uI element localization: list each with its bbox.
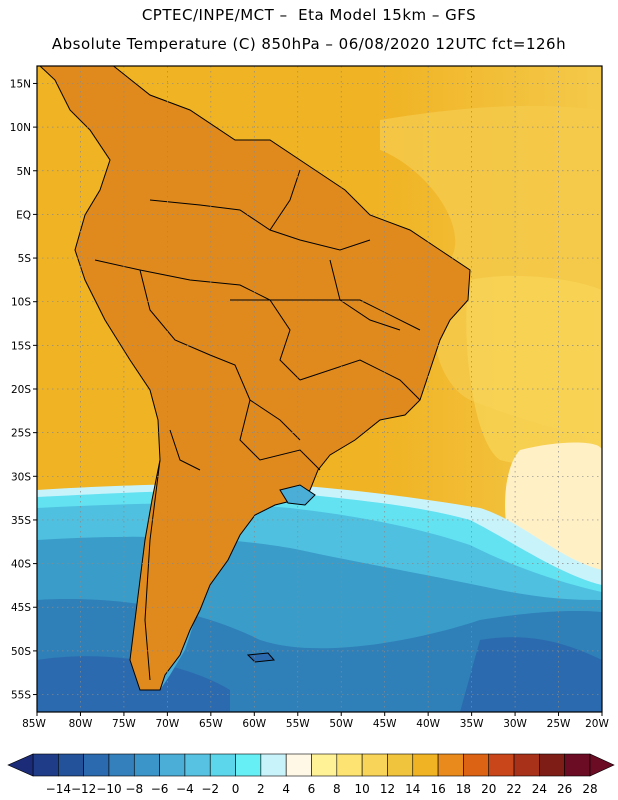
lat-tick-label: 20S (11, 384, 31, 396)
lon-tick-label: 45W (373, 718, 397, 730)
map-plot-area (37, 66, 602, 712)
colorbar-cell (209, 753, 236, 777)
colorbar-cell (564, 753, 591, 777)
lon-tick-label: 65W (199, 718, 223, 730)
lat-tick-label: 40S (11, 559, 31, 571)
lat-lon-grid (37, 66, 602, 712)
light-yellow-ocean-patch (466, 275, 602, 480)
colorbar-cell (412, 753, 439, 777)
colorbar-label: 22 (506, 782, 521, 796)
colorbar-label: −8 (125, 782, 143, 796)
lon-tick-label: 20W (585, 718, 609, 730)
lat-tick-label: 50S (11, 646, 31, 658)
colorbar-label: 18 (456, 782, 471, 796)
lon-tick-label: 75W (112, 718, 136, 730)
colorbar-cell (108, 753, 135, 777)
longitude-axis: 85W 80W 75W 70W 65W 60W 55W 50W 45W 40W 35W 30W 25W 2… (22, 712, 609, 730)
lon-tick-label: 40W (416, 718, 440, 730)
colorbar-label: 26 (557, 782, 572, 796)
colorbar-cell (336, 753, 363, 777)
colorbar-cell (285, 753, 312, 777)
colorbar-cell (260, 753, 287, 777)
lon-tick-label: 35W (460, 718, 484, 730)
colorbar-label: 24 (532, 782, 547, 796)
colorbar-high-arrow (589, 753, 615, 777)
lat-tick-label: 45S (11, 602, 31, 614)
chart-title-line2: Absolute Temperature (C) 850hPa – 06/08/… (51, 35, 567, 53)
lat-tick-label: EQ (16, 209, 31, 221)
lat-tick-label: 15N (10, 78, 31, 90)
colorbar-label: −2 (201, 782, 219, 796)
lon-tick-label: 80W (69, 718, 93, 730)
colorbar-cell (32, 753, 59, 777)
colorbar-label: −12 (71, 782, 96, 796)
colorbar-label: 20 (481, 782, 496, 796)
lon-tick-label: 25W (547, 718, 571, 730)
colorbar-label: 6 (308, 782, 316, 796)
latitude-axis: 15N 10N 5N EQ 5S 10S 15S 20S 25S 30S 35S 40S 45S 50S 5… (10, 78, 37, 702)
colorbar-cell (437, 753, 464, 777)
lat-tick-label: 15S (11, 340, 31, 352)
colorbar-label: −10 (96, 782, 121, 796)
colorbar-cell (133, 753, 160, 777)
lon-tick-label: 55W (286, 718, 310, 730)
colorbar-cell (235, 753, 262, 777)
colorbar-cell (463, 753, 490, 777)
lat-tick-label: 5N (16, 166, 31, 178)
colorbar-label: 10 (354, 782, 369, 796)
lat-tick-label: 25S (11, 428, 31, 440)
chart-title-line1: CPTEC/INPE/MCT – Eta Model 15km – GFS (141, 6, 477, 24)
colorbar-label: 14 (405, 782, 420, 796)
colorbar-label: −4 (176, 782, 194, 796)
colorbar-cell (488, 753, 515, 777)
colorbar-cell (513, 753, 540, 777)
lon-tick-label: 85W (22, 718, 46, 730)
colorbar-cell (184, 753, 211, 777)
colorbar-cell (361, 753, 388, 777)
colorbar-label: 16 (430, 782, 445, 796)
colorbar-low-arrow (7, 753, 34, 777)
rio-de-la-plata-outline (279, 484, 316, 506)
colorbar-label: 8 (333, 782, 341, 796)
coldest-band-southeast (460, 637, 602, 712)
colorbar-cell (58, 753, 84, 777)
lon-tick-label: 30W (503, 718, 527, 730)
colorbar-cell (387, 753, 414, 777)
lon-tick-label: 60W (242, 718, 266, 730)
colorbar-cell (539, 753, 565, 777)
falkland-islands-outline (246, 652, 275, 663)
coldest-band-southwest (37, 656, 230, 712)
lat-tick-label: 10S (11, 297, 31, 309)
political-borders (39, 66, 471, 691)
lon-tick-label: 50W (329, 718, 353, 730)
colorbar-label: 0 (232, 782, 240, 796)
colorbar-label: 4 (282, 782, 290, 796)
lat-tick-label: 5S (18, 253, 32, 265)
colorbar-label: 2 (257, 782, 265, 796)
lat-tick-label: 10N (10, 122, 31, 134)
lon-tick-label: 70W (156, 718, 180, 730)
lat-tick-label: 55S (11, 690, 31, 702)
colorbar-label: 12 (380, 782, 395, 796)
lat-tick-label: 30S (11, 471, 31, 483)
lat-tick-label: 35S (11, 515, 31, 527)
colorbar-label: 28 (582, 782, 597, 796)
colorbar-label: −6 (151, 782, 169, 796)
colorbar-cell (311, 753, 338, 777)
colorbar-label: −14 (46, 782, 71, 796)
colorbar-cell (159, 753, 186, 777)
colorbar-cell (83, 753, 110, 777)
